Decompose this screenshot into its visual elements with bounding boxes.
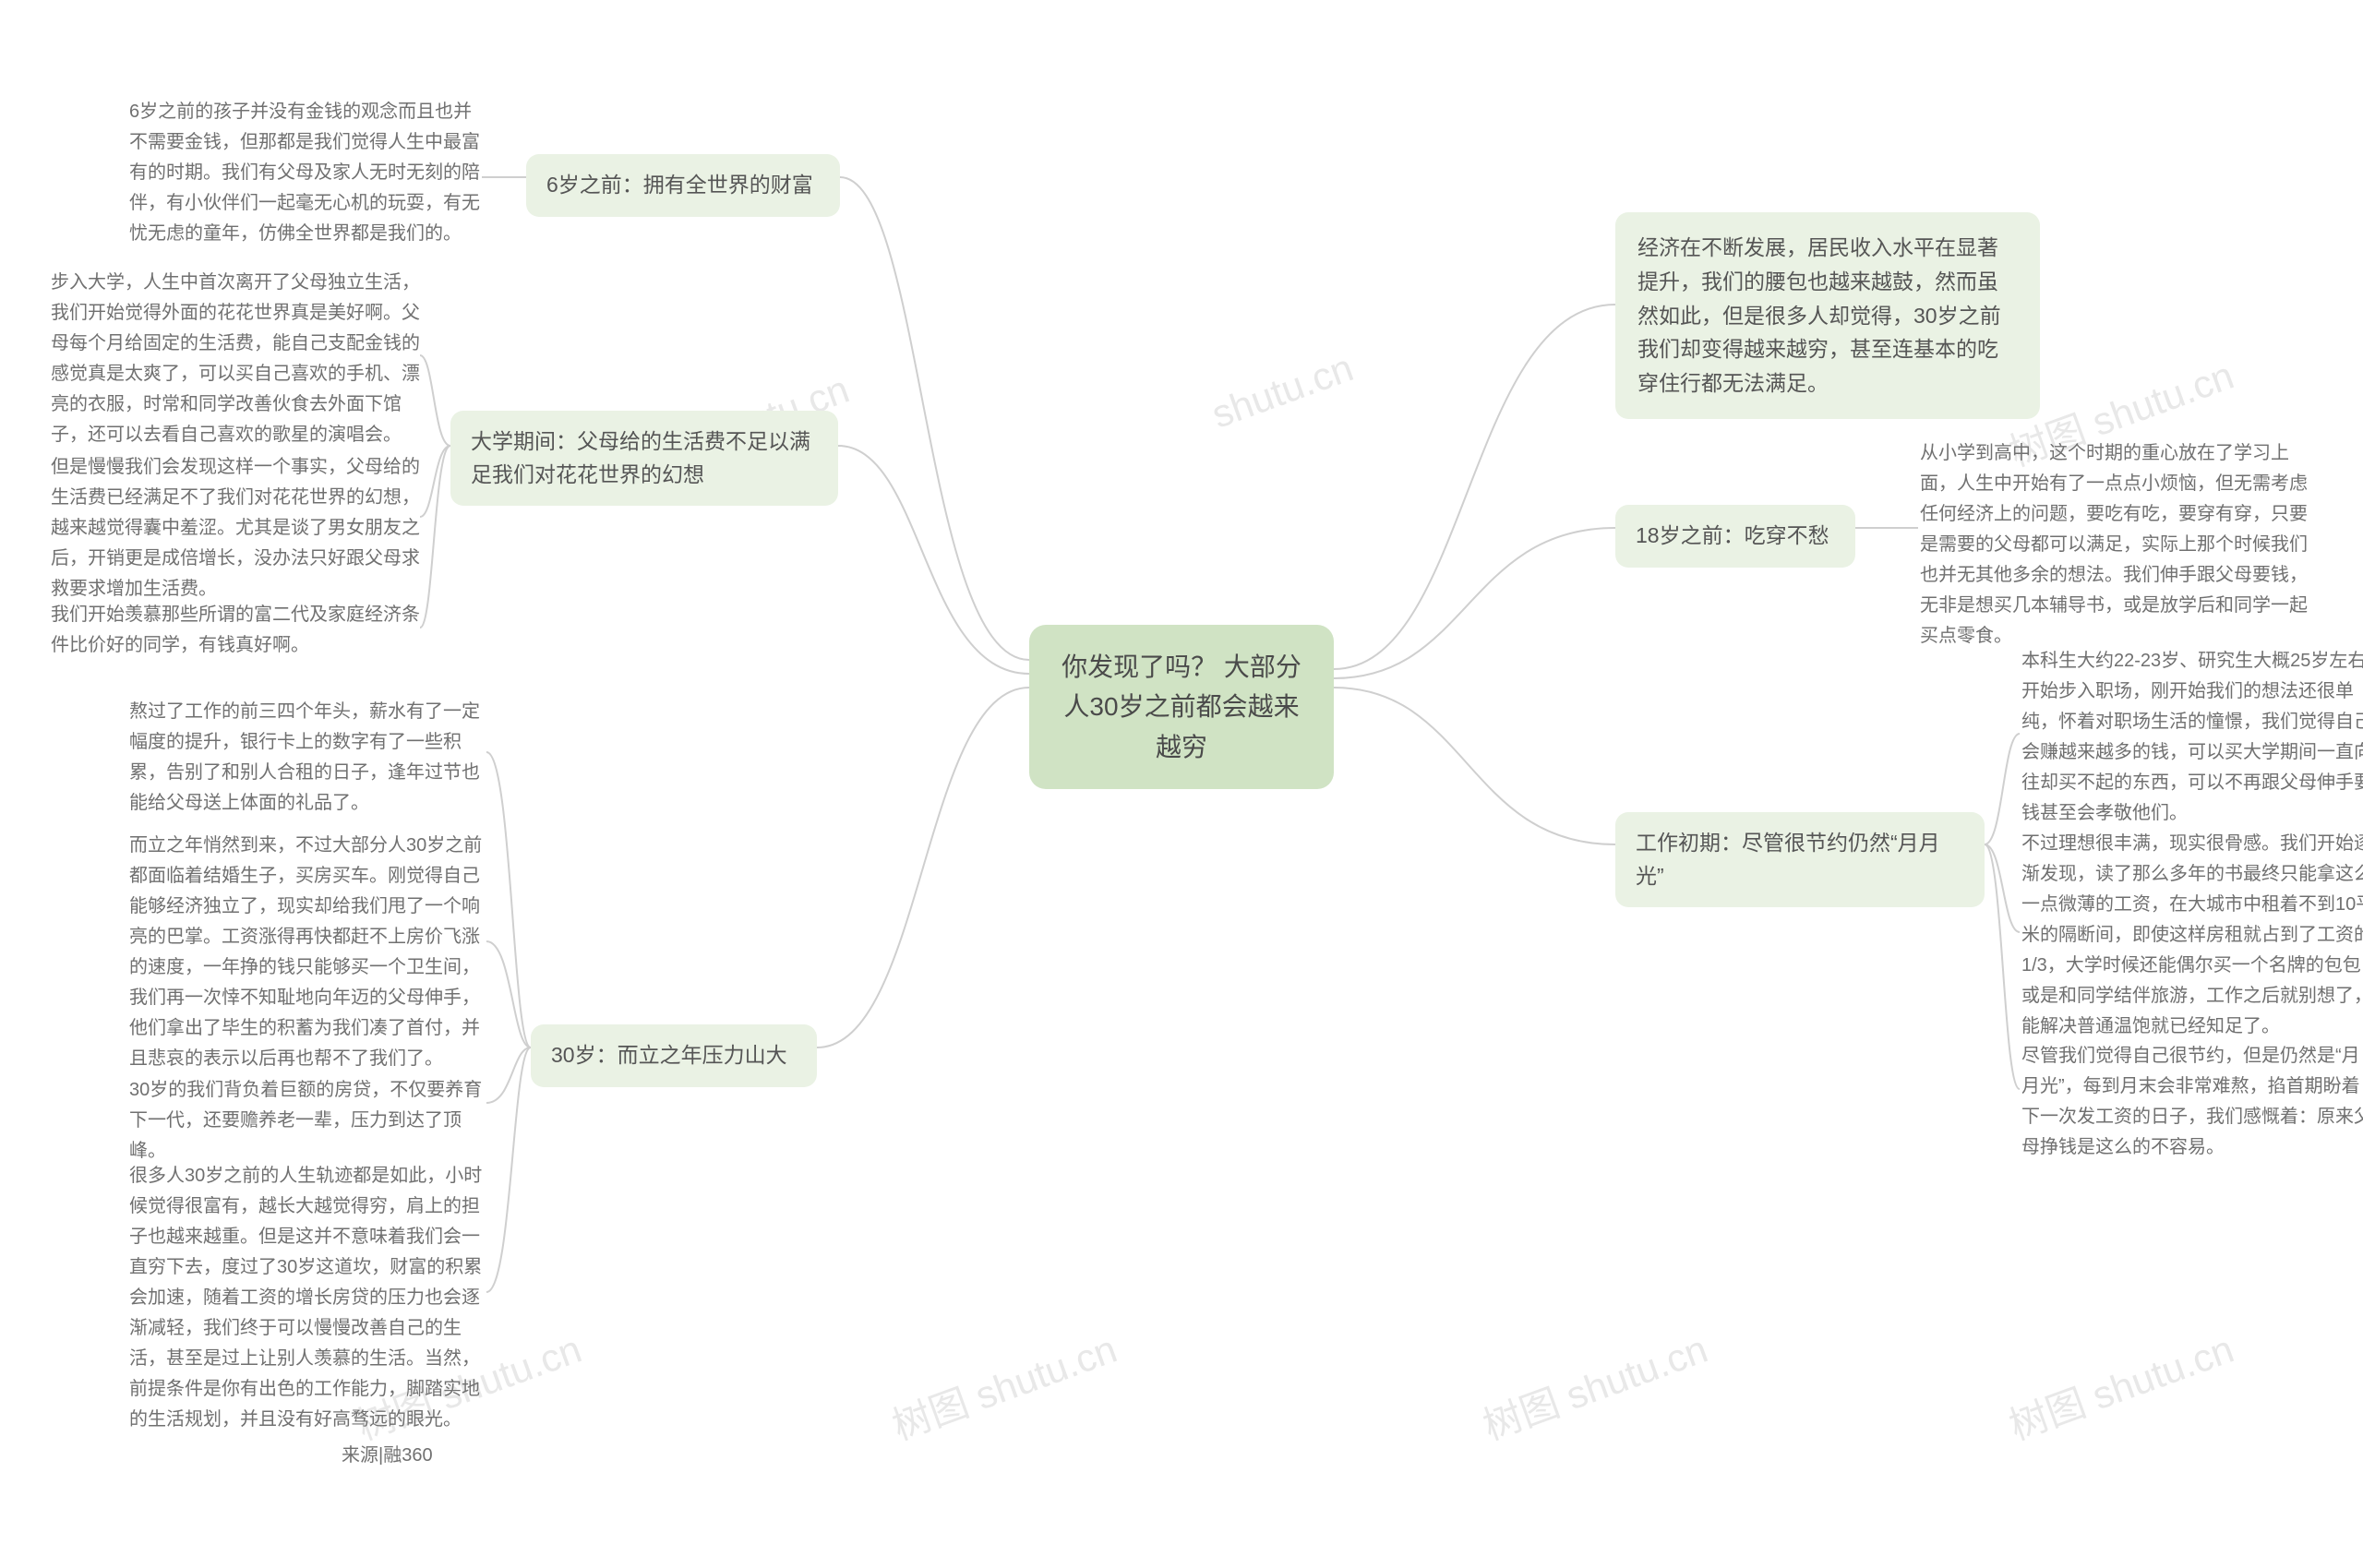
branch-node: 30岁：而立之年压力山大 xyxy=(531,1024,817,1087)
leaf-node: 而立之年悄然到来，不过大部分人30岁之前都面临着结婚生子，买房买车。刚觉得自己能… xyxy=(129,831,485,1074)
branch-node: 18岁之前：吃穿不愁 xyxy=(1615,505,1855,568)
leaf-node: 本科生大约22-23岁、研究生大概25岁左右开始步入职场，刚开始我们的想法还很单… xyxy=(2021,646,2363,829)
leaf-node: 不过理想很丰满，现实很骨感。我们开始逐渐发现，读了那么多年的书最终只能拿这么一点… xyxy=(2021,829,2363,1042)
branch-node: 6岁之前：拥有全世界的财富 xyxy=(526,154,840,217)
leaf-node: 我们开始羡慕那些所谓的富二代及家庭经济条件比价好的同学，有钱真好啊。 xyxy=(51,600,420,661)
leaf-node: 6岁之前的孩子并没有金钱的观念而且也并不需要金钱，但那都是我们觉得人生中最富有的… xyxy=(129,97,480,249)
leaf-node: 步入大学，人生中首次离开了父母独立生活，我们开始觉得外面的花花世界真是美好啊。父… xyxy=(51,268,420,450)
mindmap-root: 你发现了吗？ 大部分人30岁之前都会越来越穷 xyxy=(1029,625,1334,789)
branch-node: 经济在不断发展，居民收入水平在显著提升，我们的腰包也越来越鼓，然而虽然如此，但是… xyxy=(1615,212,2040,419)
source-attribution: 来源|融360 xyxy=(342,1440,433,1466)
leaf-node: 但是慢慢我们会发现这样一个事实，父母给的生活费已经满足不了我们对花花世界的幻想，… xyxy=(51,452,420,604)
watermark: 树图 shutu.cn xyxy=(1474,1318,1714,1451)
leaf-node: 30岁的我们背负着巨额的房贷，不仅要养育下一代，还要赡养老一辈，压力到达了顶峰。 xyxy=(129,1075,485,1167)
branch-node: 大学期间：父母给的生活费不足以满足我们对花花世界的幻想 xyxy=(450,411,838,506)
leaf-node: 尽管我们觉得自己很节约，但是仍然是“月月光”，每到月末会非常难熬，掐首期盼着下一… xyxy=(2021,1041,2363,1163)
watermark: 树图 shutu.cn xyxy=(883,1318,1123,1451)
leaf-node: 从小学到高中，这个时期的重心放在了学习上面，人生中开始有了一点点小烦恼，但无需考… xyxy=(1920,438,2308,652)
leaf-node: 很多人30岁之前的人生轨迹都是如此，小时候觉得很富有，越长大越觉得穷，肩上的担子… xyxy=(129,1161,485,1435)
watermark: shutu.cn xyxy=(1206,345,1360,437)
branch-node: 工作初期：尽管很节约仍然“月月光” xyxy=(1615,812,1985,907)
leaf-node: 熬过了工作的前三四个年头，薪水有了一定幅度的提升，银行卡上的数字有了一些积累，告… xyxy=(129,697,485,819)
watermark: 树图 shutu.cn xyxy=(2000,1318,2240,1451)
